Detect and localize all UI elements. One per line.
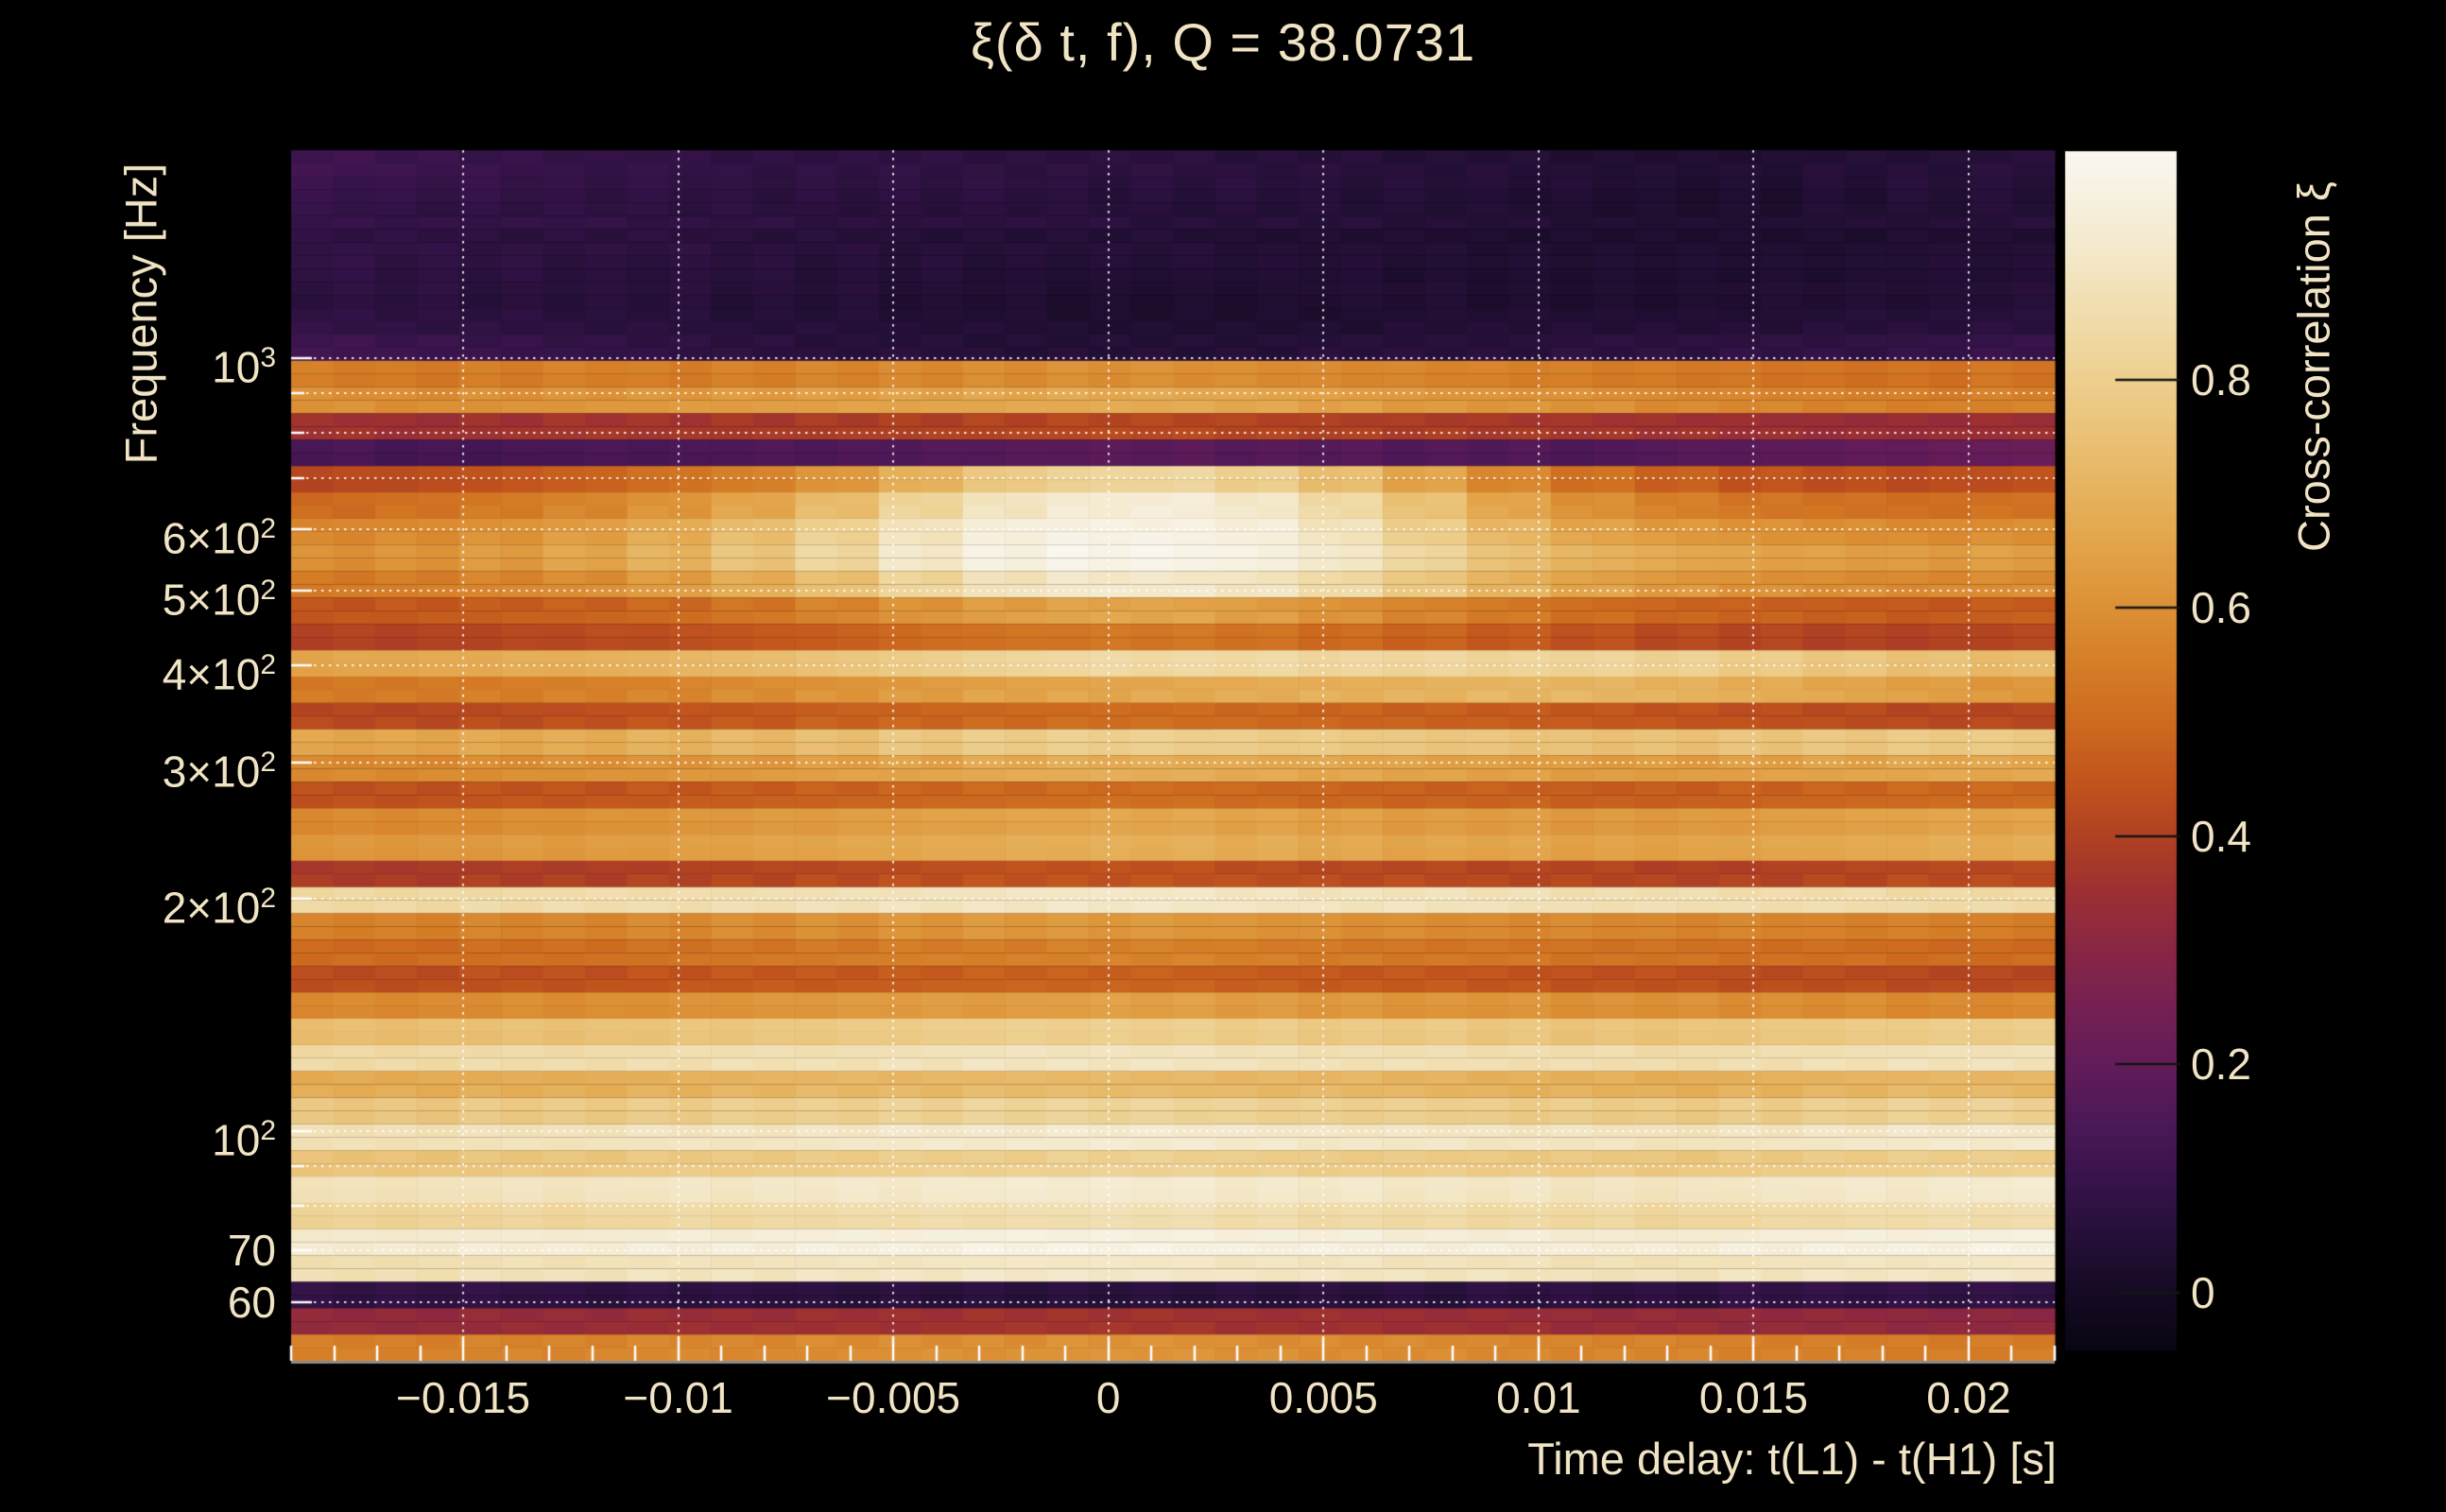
x-tick-label: 0 <box>1095 1373 1121 1422</box>
x-tick-label: 0.01 <box>1496 1373 1581 1422</box>
colorbar-tick-label: 0.2 <box>2191 1040 2251 1090</box>
colorbar-tick-label: 0.8 <box>2191 354 2251 404</box>
x-tick-label: 0.005 <box>1268 1373 1378 1422</box>
y-tick-label: 2×102 <box>162 882 276 932</box>
colorbar-tick-label: 0 <box>2191 1267 2215 1317</box>
colorbar-tick-label: 0.6 <box>2191 583 2251 633</box>
x-tick-label: −0.015 <box>396 1373 531 1422</box>
colorbar-label: Cross-correlation ξ <box>2288 181 2339 552</box>
y-tick-label: 102 <box>212 1114 276 1164</box>
y-tick-label: 4×102 <box>162 649 276 699</box>
y-tick-label: 103 <box>212 341 276 392</box>
colorbar-tick-label: 0.4 <box>2191 811 2251 861</box>
x-axis-label: Time delay: t(L1) - t(H1) [s] <box>1527 1434 2057 1484</box>
y-tick-label: 6×102 <box>162 513 276 563</box>
y-axis-label: Frequency [Hz] <box>115 163 166 465</box>
chart-title: ξ(δ t, f), Q = 38.0731 <box>970 12 1476 72</box>
y-tick-label: 70 <box>227 1226 276 1276</box>
x-tick-label: 0.015 <box>1698 1373 1808 1422</box>
x-tick-label: 0.02 <box>1926 1373 2011 1422</box>
x-tick-label: −0.005 <box>826 1373 961 1422</box>
y-tick-label: 5×102 <box>162 575 276 625</box>
y-tick-label: 60 <box>227 1278 276 1328</box>
x-tick-label: −0.01 <box>623 1373 733 1422</box>
y-tick-label: 3×102 <box>162 746 276 796</box>
